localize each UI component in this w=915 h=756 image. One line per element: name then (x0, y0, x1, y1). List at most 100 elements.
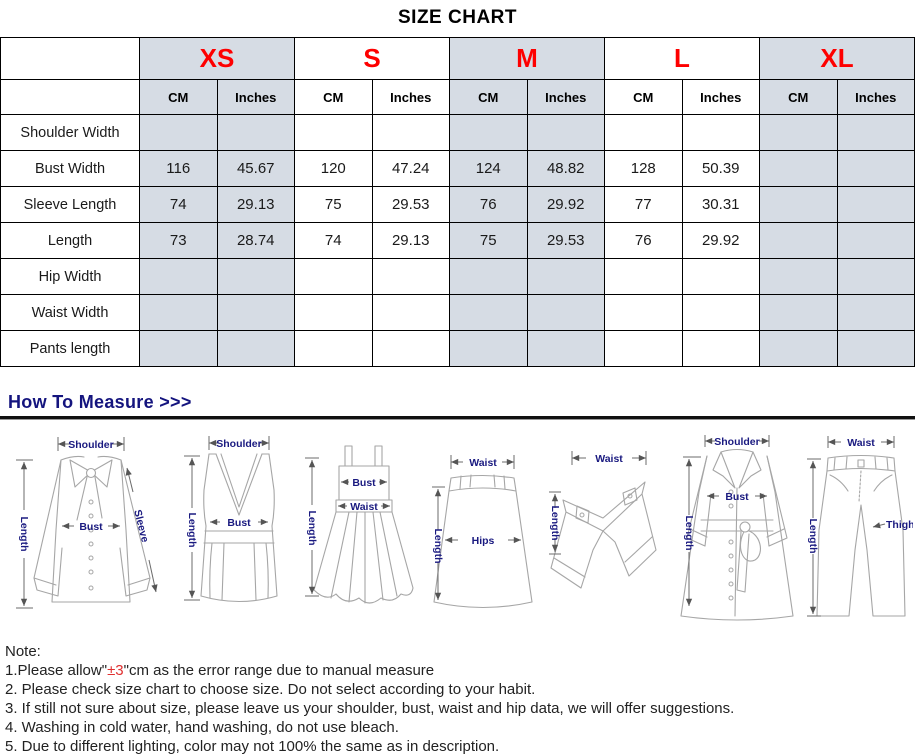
table-cell (449, 294, 528, 331)
table-cell (759, 258, 838, 295)
table-cell (604, 258, 683, 295)
table-cell: 45.67 (216, 150, 295, 187)
table-cell: 75 (294, 186, 373, 223)
table-cell: 28.74 (216, 222, 295, 259)
table-cell (216, 294, 295, 331)
row-label: Bust Width (0, 150, 140, 187)
table-cell: 73 (139, 222, 218, 259)
table-cell (836, 330, 915, 367)
table-row-sleeve-length: Sleeve Length 74 29.13 75 29.53 76 29.92 77 30.… (0, 186, 915, 223)
table-cell (371, 330, 450, 367)
note-1-highlight: ±3 (107, 662, 124, 679)
note-line-1: 1.Please allow"±3"cm as the error range … (5, 661, 915, 680)
table-row-bust-width: Bust Width 116 45.67 120 47.24 124 48.82 128 50… (0, 150, 915, 187)
corner-cell (0, 79, 140, 115)
table-cell (526, 114, 605, 151)
unit-header-cm: CM (449, 79, 528, 115)
size-header-l: L (604, 37, 760, 80)
dress-length-label: Length (306, 511, 318, 546)
table-cell (759, 114, 838, 151)
figure-tank-top: Shoulder Bust Length (176, 430, 301, 626)
table-cell: 29.53 (526, 222, 605, 259)
table-cell: 120 (294, 150, 373, 187)
table-cell: 128 (604, 150, 683, 187)
table-cell (681, 330, 760, 367)
skirt-waist-label: Waist (469, 457, 497, 469)
size-header-row: XS S M L XL (0, 37, 915, 80)
table-cell (526, 258, 605, 295)
table-cell: 30.31 (681, 186, 760, 223)
table-cell (526, 294, 605, 331)
table-cell (836, 258, 915, 295)
table-cell (681, 114, 760, 151)
unit-header-cm: CM (604, 79, 683, 115)
size-header-m: M (449, 37, 605, 80)
coat-shoulder-label: Shoulder (714, 436, 760, 448)
table-cell (371, 114, 450, 151)
figure-blouse: Shoulder Bust Sleeve Length (6, 430, 176, 626)
table-cell: 124 (449, 150, 528, 187)
blouse-drawing-icon: Shoulder Bust Sleeve Length (16, 437, 158, 609)
table-cell: 47.24 (371, 150, 450, 187)
table-cell (139, 330, 218, 367)
note-line-3: 3. If still not sure about size, please … (5, 700, 735, 717)
table-cell (216, 258, 295, 295)
table-cell (759, 330, 838, 367)
unit-header-inches: Inches (681, 79, 760, 115)
table-cell (836, 186, 915, 223)
unit-header-cm: CM (294, 79, 373, 115)
table-cell (836, 294, 915, 331)
size-header-s: S (294, 37, 450, 80)
table-cell (449, 114, 528, 151)
skirt-hips-label: Hips (472, 535, 495, 547)
unit-header-cm: CM (759, 79, 838, 115)
coat-bust-label: Bust (725, 491, 749, 503)
measure-figures: Shoulder Bust Sleeve Length (0, 420, 915, 630)
row-label: Waist Width (0, 294, 140, 331)
table-cell: 29.13 (371, 222, 450, 259)
table-cell (759, 222, 838, 259)
figure-skirt: Waist Hips Length (426, 430, 541, 626)
unit-header-row: CM Inches CM Inches CM Inches CM Inches … (0, 79, 915, 115)
figure-dress: Bust Waist Length (301, 430, 426, 626)
page-title: SIZE CHART (398, 7, 517, 28)
table-cell: 29.92 (681, 222, 760, 259)
dress-bust-label: Bust (352, 477, 376, 489)
table-row-waist-width: Waist Width (0, 294, 915, 331)
table-cell (371, 294, 450, 331)
figure-coat: Shoulder Bust Length (661, 430, 801, 626)
pants-length-label: Length (807, 519, 819, 554)
table-cell (139, 258, 218, 295)
blouse-length-label: Length (18, 517, 30, 552)
table-cell: 29.13 (216, 186, 295, 223)
table-cell: 76 (449, 186, 528, 223)
table-row-pants-length: Pants length (0, 330, 915, 367)
table-cell (216, 330, 295, 367)
table-cell (759, 294, 838, 331)
notes-section: Note: 1.Please allow"±3"cm as the error … (5, 642, 915, 756)
unit-header-inches: Inches (836, 79, 915, 115)
table-cell (681, 258, 760, 295)
table-cell (139, 114, 218, 151)
tank-top-length-label: Length (186, 513, 198, 548)
table-cell (681, 294, 760, 331)
size-chart-table: XS S M L XL CM Inches CM Inches CM Inche… (0, 37, 915, 367)
table-cell: 48.82 (526, 150, 605, 187)
table-cell (759, 150, 838, 187)
shorts-waist-label: Waist (595, 453, 623, 465)
dress-waist-label: Waist (350, 501, 378, 513)
table-cell (604, 294, 683, 331)
section-divider (0, 416, 915, 420)
tank-top-drawing-icon: Shoulder Bust Length (184, 436, 278, 602)
table-row-shoulder-width: Shoulder Width (0, 114, 915, 151)
table-row-length: Length 73 28.74 74 29.13 75 29.53 76 29.92 (0, 222, 915, 259)
table-cell: 29.53 (371, 186, 450, 223)
note-line-2: 2. Please check size chart to choose siz… (5, 681, 536, 698)
table-cell (836, 114, 915, 151)
shorts-drawing-icon: Waist Length (549, 451, 657, 589)
note-line-4: 4. Washing in cold water, hand washing, … (5, 719, 399, 736)
table-cell (294, 294, 373, 331)
tank-top-bust-label: Bust (227, 517, 251, 529)
table-cell: 116 (139, 150, 218, 187)
size-header-xl: XL (759, 37, 915, 80)
